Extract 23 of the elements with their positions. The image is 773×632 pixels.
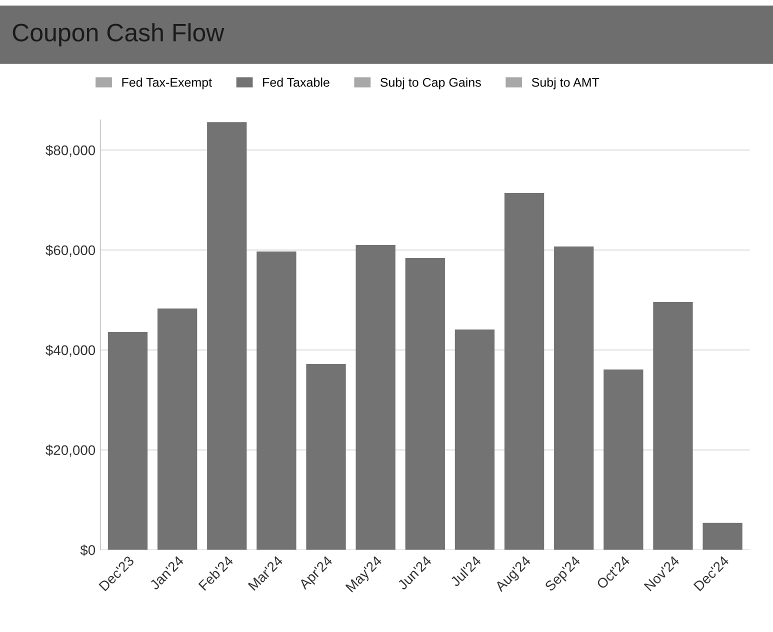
bar (157, 308, 198, 550)
bar (108, 332, 148, 550)
legend-label: Subj to Cap Gains (380, 78, 481, 90)
bar (504, 193, 544, 550)
y-tick-label: $60,000 (46, 244, 96, 257)
y-tick-label: $20,000 (46, 444, 96, 457)
bar (554, 246, 594, 550)
y-tick-label: $0 (80, 544, 96, 556)
legend-label: Fed Taxable (263, 78, 330, 87)
bar (604, 369, 644, 550)
bar (702, 522, 742, 550)
y-tick-label: $40,000 (46, 344, 96, 357)
chart-title: Coupon Cash Flow (12, 23, 224, 46)
bar (405, 258, 445, 550)
y-tick-label: $80,000 (46, 144, 96, 157)
bar (356, 245, 396, 550)
bar (653, 302, 693, 550)
bar (454, 329, 495, 550)
bar (256, 252, 296, 550)
legend-label: Fed Tax-Exempt (122, 78, 212, 90)
bar (306, 364, 346, 550)
bar (207, 122, 247, 550)
legend-label: Subj to AMT (532, 78, 600, 90)
